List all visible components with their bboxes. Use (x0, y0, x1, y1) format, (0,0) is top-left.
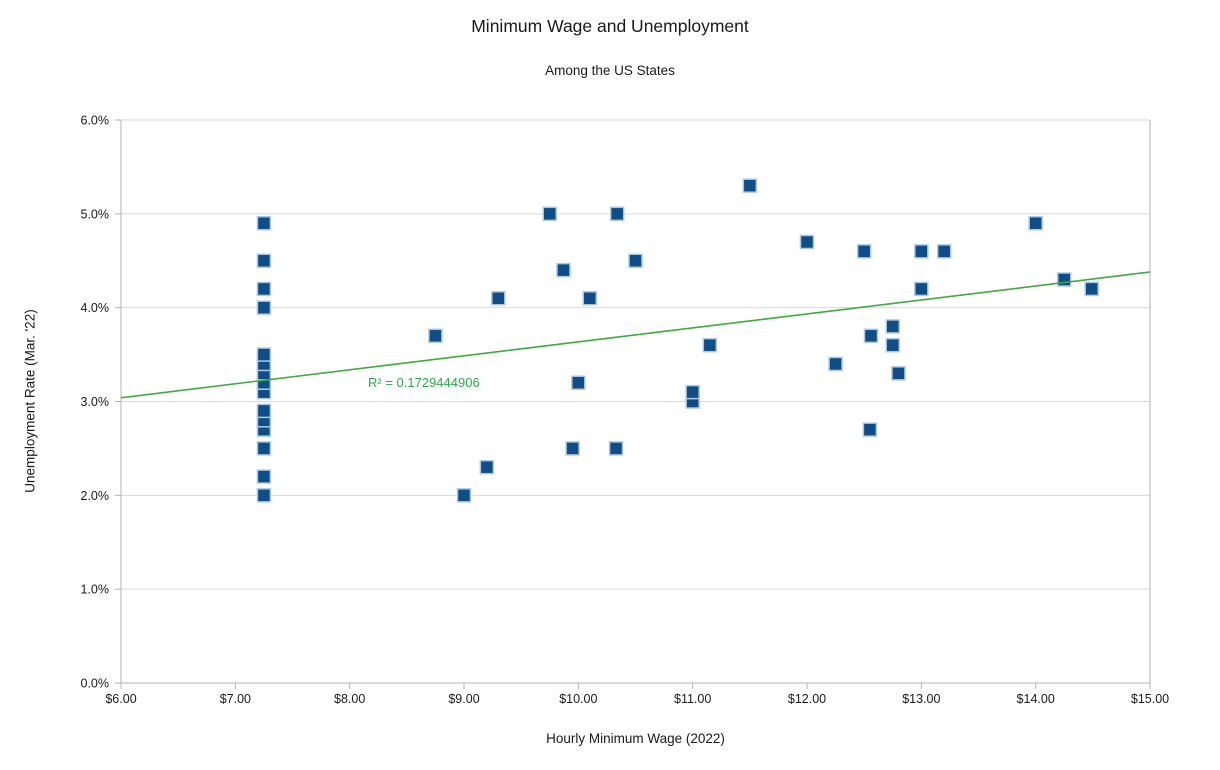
x-axis-title: Hourly Minimum Wage (2022) (546, 731, 725, 746)
scatter-point (571, 375, 586, 390)
scatter-point (479, 459, 495, 475)
scatter-point (556, 262, 571, 278)
scatter-point (256, 281, 272, 297)
scatter-point (685, 384, 700, 400)
scatter-point (256, 253, 272, 268)
scatter-point (1028, 215, 1043, 231)
x-tick-label: $7.00 (220, 692, 251, 706)
scatter-point (608, 441, 624, 456)
x-tick-label: $10.00 (559, 692, 597, 706)
scatter-point (256, 347, 272, 362)
x-tick-label: $6.00 (105, 692, 136, 706)
y-tick-label: 5.0% (81, 207, 110, 221)
x-tick-label: $12.00 (788, 692, 826, 706)
scatter-point (885, 337, 900, 353)
x-tick-label: $11.00 (674, 692, 711, 706)
scatter-point (1057, 272, 1072, 287)
chart-subtitle: Among the US States (545, 63, 675, 78)
scatter-point (256, 215, 272, 231)
scatter-point (256, 469, 272, 484)
x-tick-label: $8.00 (334, 692, 365, 706)
scatter-point (428, 328, 443, 344)
y-tick-label: 6.0% (81, 114, 110, 128)
scatter-point (799, 234, 815, 250)
scatter-point (856, 244, 872, 259)
chart-title: Minimum Wage and Unemployment (471, 16, 749, 36)
scatter-point (914, 244, 929, 259)
scatter-point (702, 337, 718, 353)
scatter-point (862, 422, 878, 437)
scatter-point (609, 206, 625, 222)
y-tick-label: 2.0% (81, 489, 110, 503)
r-squared-label: R² = 0.1729444906 (368, 375, 480, 390)
scatter-point (256, 488, 272, 503)
scatter-point (542, 206, 557, 222)
x-tick-label: $9.00 (448, 692, 479, 706)
x-tick-label: $13.00 (902, 692, 940, 706)
x-tick-label: $14.00 (1017, 692, 1055, 706)
scatter-point (582, 291, 598, 306)
scatter-point (914, 281, 929, 297)
scatter-point (491, 291, 506, 306)
scatter-point (456, 488, 472, 503)
scatter-point (742, 178, 758, 193)
y-tick-label: 4.0% (81, 301, 110, 315)
y-axis-title: Unemployment Rate (Mar. '22) (22, 309, 38, 493)
scatter-point (565, 441, 580, 456)
scatter-point (256, 441, 272, 456)
scatter-point (828, 356, 843, 372)
scatter-point (891, 366, 906, 381)
scatter-point (936, 244, 952, 259)
scatter-point (1084, 281, 1099, 297)
scatter-point (863, 328, 879, 344)
scatter-point (628, 253, 643, 268)
x-tick-label: $15.00 (1131, 692, 1169, 706)
scatter-point (256, 403, 272, 419)
scatter-point (885, 319, 900, 334)
y-tick-label: 1.0% (81, 583, 110, 597)
trendline (120, 271, 1151, 399)
y-tick-label: 3.0% (81, 395, 110, 409)
scatter-point (256, 300, 272, 315)
y-tick-label: 0.0% (81, 677, 110, 691)
